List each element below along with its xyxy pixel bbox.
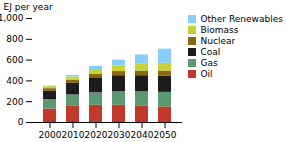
svg-text:2030: 2030 bbox=[108, 130, 131, 140]
svg-text:800: 800 bbox=[6, 34, 23, 44]
svg-text:200: 200 bbox=[6, 97, 23, 107]
html-text:Nuclear: Nuclear bbox=[200, 36, 236, 46]
html-text:Coal: Coal bbox=[200, 47, 221, 57]
html-text:Biomass: Biomass bbox=[200, 25, 239, 35]
svg-text:2000: 2000 bbox=[39, 130, 62, 140]
svg-text:2040: 2040 bbox=[131, 130, 154, 140]
html-text:Gas: Gas bbox=[200, 58, 218, 68]
svg-text:2020: 2020 bbox=[85, 130, 108, 140]
svg-text:1,000: 1,000 bbox=[0, 13, 24, 23]
svg-text:2050: 2050 bbox=[154, 130, 177, 140]
html-text:Oil: Oil bbox=[200, 69, 213, 79]
svg-text:600: 600 bbox=[6, 55, 23, 65]
svg-text:0: 0 bbox=[18, 117, 24, 127]
svg-text:EJ per year: EJ per year bbox=[4, 2, 53, 12]
svg-text:2010: 2010 bbox=[62, 130, 85, 140]
html-text:Other Renewables: Other Renewables bbox=[200, 14, 283, 24]
svg-text:400: 400 bbox=[6, 76, 23, 86]
